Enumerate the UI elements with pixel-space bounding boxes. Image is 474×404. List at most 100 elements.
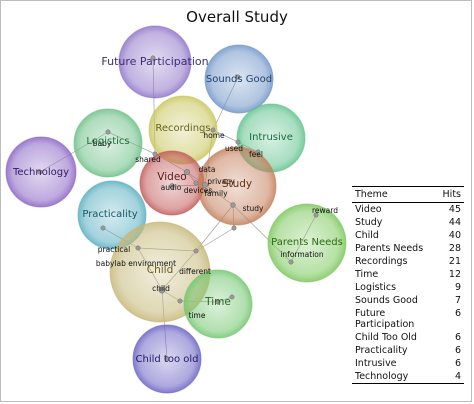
concept-node: [229, 294, 235, 300]
legend-hits: 21: [448, 256, 461, 267]
legend-hits: 40: [448, 230, 461, 241]
concept-word-different: different: [179, 267, 211, 276]
legend-hits: 6: [454, 308, 461, 319]
concept-node: [177, 298, 183, 304]
legend-theme: Sounds Good: [355, 295, 418, 306]
legend-hits: 4: [439, 370, 464, 384]
legend-header-theme: Theme: [352, 186, 440, 203]
legend-hits: 12: [448, 269, 461, 280]
concept-node: [215, 299, 221, 305]
concept-node: [313, 212, 319, 218]
legend-theme: Technology: [352, 370, 440, 384]
bubble-parents-needs: [267, 203, 347, 283]
bubble-future-participation: [118, 25, 192, 99]
legend-hits: 28: [448, 243, 461, 254]
concept-word-shared: shared: [135, 155, 161, 164]
concept-word-data: data: [199, 165, 216, 174]
legend-theme: Logistics: [355, 282, 397, 293]
concept-word-practical: practical: [98, 245, 130, 254]
bubble-study: [197, 146, 277, 226]
theme-label-recordings: Recordings: [155, 123, 210, 134]
concept-word-study: study: [243, 204, 264, 213]
legend-theme: Parents Needs: [355, 243, 424, 254]
concept-node: [235, 74, 241, 80]
concept-node: [231, 225, 237, 231]
concept-node: [230, 202, 236, 208]
legend-hits: 6: [454, 345, 461, 356]
theme-label-child: Child: [147, 264, 174, 276]
theme-label-video: Video: [157, 171, 186, 183]
legend-row-study: Study 44: [352, 216, 464, 229]
concept-node: [202, 182, 208, 188]
concept-node: [169, 183, 175, 189]
theme-label-intrusive: Intrusive: [249, 132, 293, 143]
legend-hits: 45: [448, 204, 461, 215]
figure-title: Overall Study: [186, 8, 288, 26]
concept-word-family: family: [204, 189, 228, 198]
legend-header-hits: Hits: [439, 186, 464, 203]
theme-label-sounds-good: Sounds Good: [206, 74, 272, 85]
legend-row-sounds-good: Sounds Good 7: [352, 294, 464, 307]
theme-label-parents-needs: Parents Needs: [271, 237, 343, 248]
concept-word-used: used: [225, 144, 243, 153]
concept-node: [183, 168, 191, 176]
legend-row-future-participation: Future Participation 6: [352, 307, 464, 331]
theme-bubbles: [5, 25, 347, 394]
theme-label-child-too-old: Child too old: [136, 354, 199, 365]
concept-node: [105, 129, 111, 135]
legend-row-child: Child 40: [352, 229, 464, 242]
concept-node: [164, 356, 170, 362]
legend-theme: Intrusive: [355, 358, 397, 369]
concept-nodes: [37, 55, 319, 362]
concept-word-home: home: [203, 131, 225, 140]
concept-node: [100, 225, 106, 231]
legend-hits: 7: [454, 295, 461, 306]
concept-node: [150, 55, 156, 61]
legend-row-technology: Technology 4: [352, 370, 464, 384]
concept-node: [255, 149, 261, 155]
legend-row-child-too-old: Child Too Old 6: [352, 331, 464, 344]
concept-node: [37, 169, 43, 175]
legend-theme: Video: [355, 204, 382, 215]
concept-node: [193, 248, 199, 254]
theme-label-technology: Technology: [12, 167, 69, 178]
concept-node: [135, 245, 141, 251]
concept-word-baby: baby: [93, 139, 112, 148]
legend-theme: Child Too Old: [355, 332, 417, 343]
concept-word-devices: devices: [184, 186, 213, 195]
legend-row-recordings: Recordings 21: [352, 255, 464, 268]
legend-theme: Future Participation: [355, 308, 415, 330]
concept-node: [193, 180, 199, 186]
legend-row-parents-needs: Parents Needs 28: [352, 242, 464, 255]
legend-row-video: Video 45: [352, 203, 464, 217]
theme-label-time: Time: [204, 296, 231, 308]
concept-node: [158, 286, 166, 294]
legend-header-row: Theme Hits: [352, 186, 464, 203]
legend-hits: 6: [454, 358, 461, 369]
theme-label-future-participation: Future Participation: [101, 55, 208, 68]
legend-theme: Child: [355, 230, 379, 241]
theme-hits-table: Theme Hits Video 45 Study 44 Child 40 Parents …: [352, 186, 464, 384]
bubble-logistics: [73, 108, 143, 178]
legend-row-time: Time 12: [352, 268, 464, 281]
theme-label-practicality: Practicality: [82, 209, 137, 220]
legend-row-intrusive: Intrusive 6: [352, 357, 464, 370]
theme-labels: Future Participation Sounds Good Recording…: [12, 55, 343, 365]
concept-word-reward: reward: [312, 206, 338, 215]
concept-word-babylab-environment: babylab environment: [96, 259, 176, 268]
legend-theme: Time: [355, 269, 379, 280]
legend-hits: 9: [454, 282, 461, 293]
concept-word-child: child: [152, 284, 170, 293]
legend-theme: Practicality: [355, 345, 408, 356]
legend-row-logistics: Logistics 9: [352, 281, 464, 294]
concept-node: [152, 151, 158, 157]
concept-word-feel: feel: [249, 150, 263, 159]
theme-label-logistics: Logistics: [86, 136, 129, 147]
concept-word-privacy: privacy: [207, 177, 235, 186]
concept-node: [210, 127, 216, 133]
theme-label-study: Study: [222, 178, 252, 190]
legend-hits: 44: [448, 217, 461, 228]
